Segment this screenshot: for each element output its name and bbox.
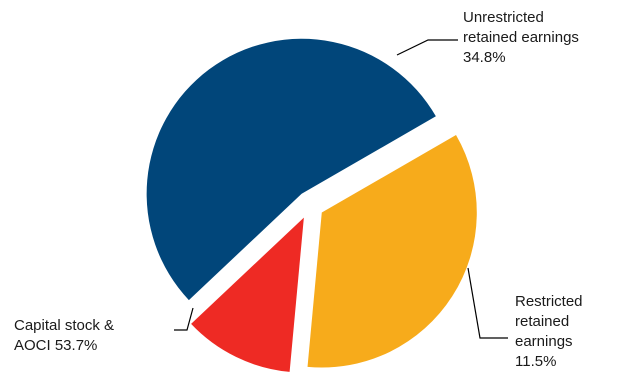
- leader-unrestricted: [396, 39, 458, 56]
- label-capital-stock-value: AOCI 53.7%: [14, 337, 98, 354]
- label-restricted-line-2: retained: [515, 313, 570, 330]
- leader-capital-stock: [174, 307, 194, 331]
- label-restricted-value: 11.5%: [515, 353, 557, 370]
- label-unrestricted-line-1: Unrestricted: [463, 9, 544, 26]
- leader-restricted: [467, 267, 508, 339]
- slice-unrestricted: [307, 135, 477, 368]
- slice-restricted: [191, 217, 304, 372]
- label-restricted: Restricted retained earnings 11.5%: [515, 292, 583, 372]
- label-restricted-line-1: Restricted: [515, 293, 583, 310]
- label-unrestricted: Unrestricted retained earnings 34.8%: [463, 8, 579, 68]
- label-unrestricted-value: 34.8%: [463, 49, 506, 66]
- label-capital-stock: Capital stock & AOCI 53.7%: [14, 316, 114, 356]
- label-unrestricted-line-2: retained earnings: [463, 29, 579, 46]
- leader-lines: [174, 39, 508, 339]
- label-capital-stock-line-1: Capital stock &: [14, 317, 115, 334]
- slice-capital-stock: [146, 38, 436, 301]
- pie-slices: [146, 38, 477, 372]
- label-restricted-line-3: earnings: [515, 333, 573, 350]
